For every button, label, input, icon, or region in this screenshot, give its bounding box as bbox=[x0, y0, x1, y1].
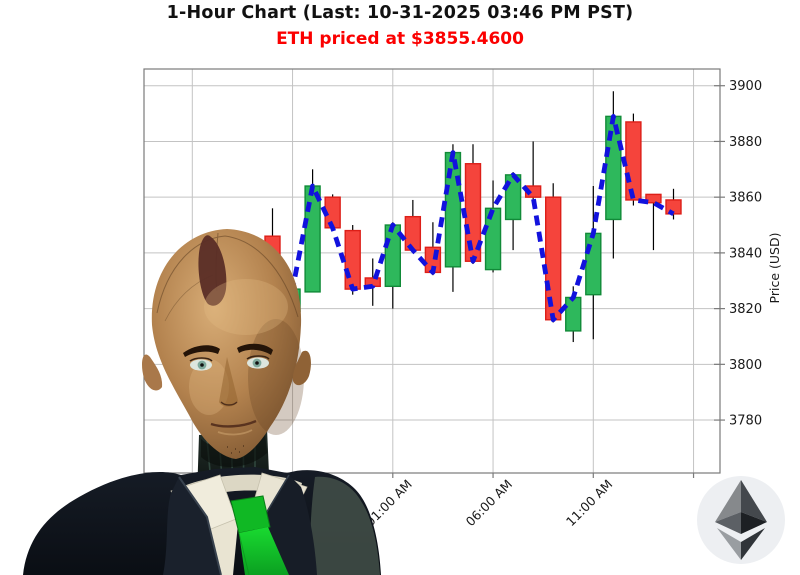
y-tick-label: 3840 bbox=[729, 246, 762, 261]
candle-body bbox=[625, 121, 642, 201]
plot-border bbox=[143, 68, 721, 474]
robot-shoulder-teal bbox=[310, 476, 380, 575]
robot-eyebrow-left bbox=[183, 345, 220, 357]
candle-body bbox=[645, 193, 662, 204]
robot-head bbox=[142, 229, 311, 459]
y-axis: 3780 3800 3820 3840 3860 3880 3900 Price (USD) bbox=[714, 79, 782, 429]
y-tick-label: 3820 bbox=[729, 302, 762, 317]
chart-subtitle: ETH priced at $3855.4600 bbox=[276, 29, 524, 49]
candle-body bbox=[484, 207, 502, 271]
close-price-line bbox=[272, 114, 675, 323]
robot-lapel-left bbox=[163, 477, 221, 575]
robot-suit bbox=[23, 467, 381, 575]
x-tick-label: 11:00 AM bbox=[563, 477, 616, 530]
candle-body bbox=[404, 215, 422, 251]
robot-nose bbox=[219, 357, 238, 407]
y-axis-label: Price (USD) bbox=[767, 233, 782, 304]
y-tick-label: 3900 bbox=[729, 79, 762, 94]
robot-ear-left bbox=[142, 354, 163, 391]
robot-mouth bbox=[210, 419, 257, 428]
robot-android-mascot bbox=[23, 229, 381, 575]
y-tick-label: 3860 bbox=[729, 191, 762, 206]
robot-tie bbox=[230, 495, 289, 575]
robot-ear-right bbox=[292, 350, 311, 386]
y-tick-label: 3800 bbox=[729, 358, 762, 373]
y-tick-label: 3780 bbox=[729, 414, 762, 429]
chart-title: 1-Hour Chart (Last: 10-31-2025 03:46 PM … bbox=[166, 3, 634, 23]
robot-eyebrow-right bbox=[237, 343, 273, 355]
candle-body bbox=[585, 232, 602, 296]
candle-body bbox=[565, 296, 582, 332]
ethereum-icon bbox=[697, 476, 785, 564]
robot-forehead-patch bbox=[198, 235, 227, 306]
y-tick-label: 3880 bbox=[729, 135, 762, 150]
robot-eyes bbox=[189, 355, 270, 371]
x-tick-label: 06:00 AM bbox=[463, 477, 516, 530]
